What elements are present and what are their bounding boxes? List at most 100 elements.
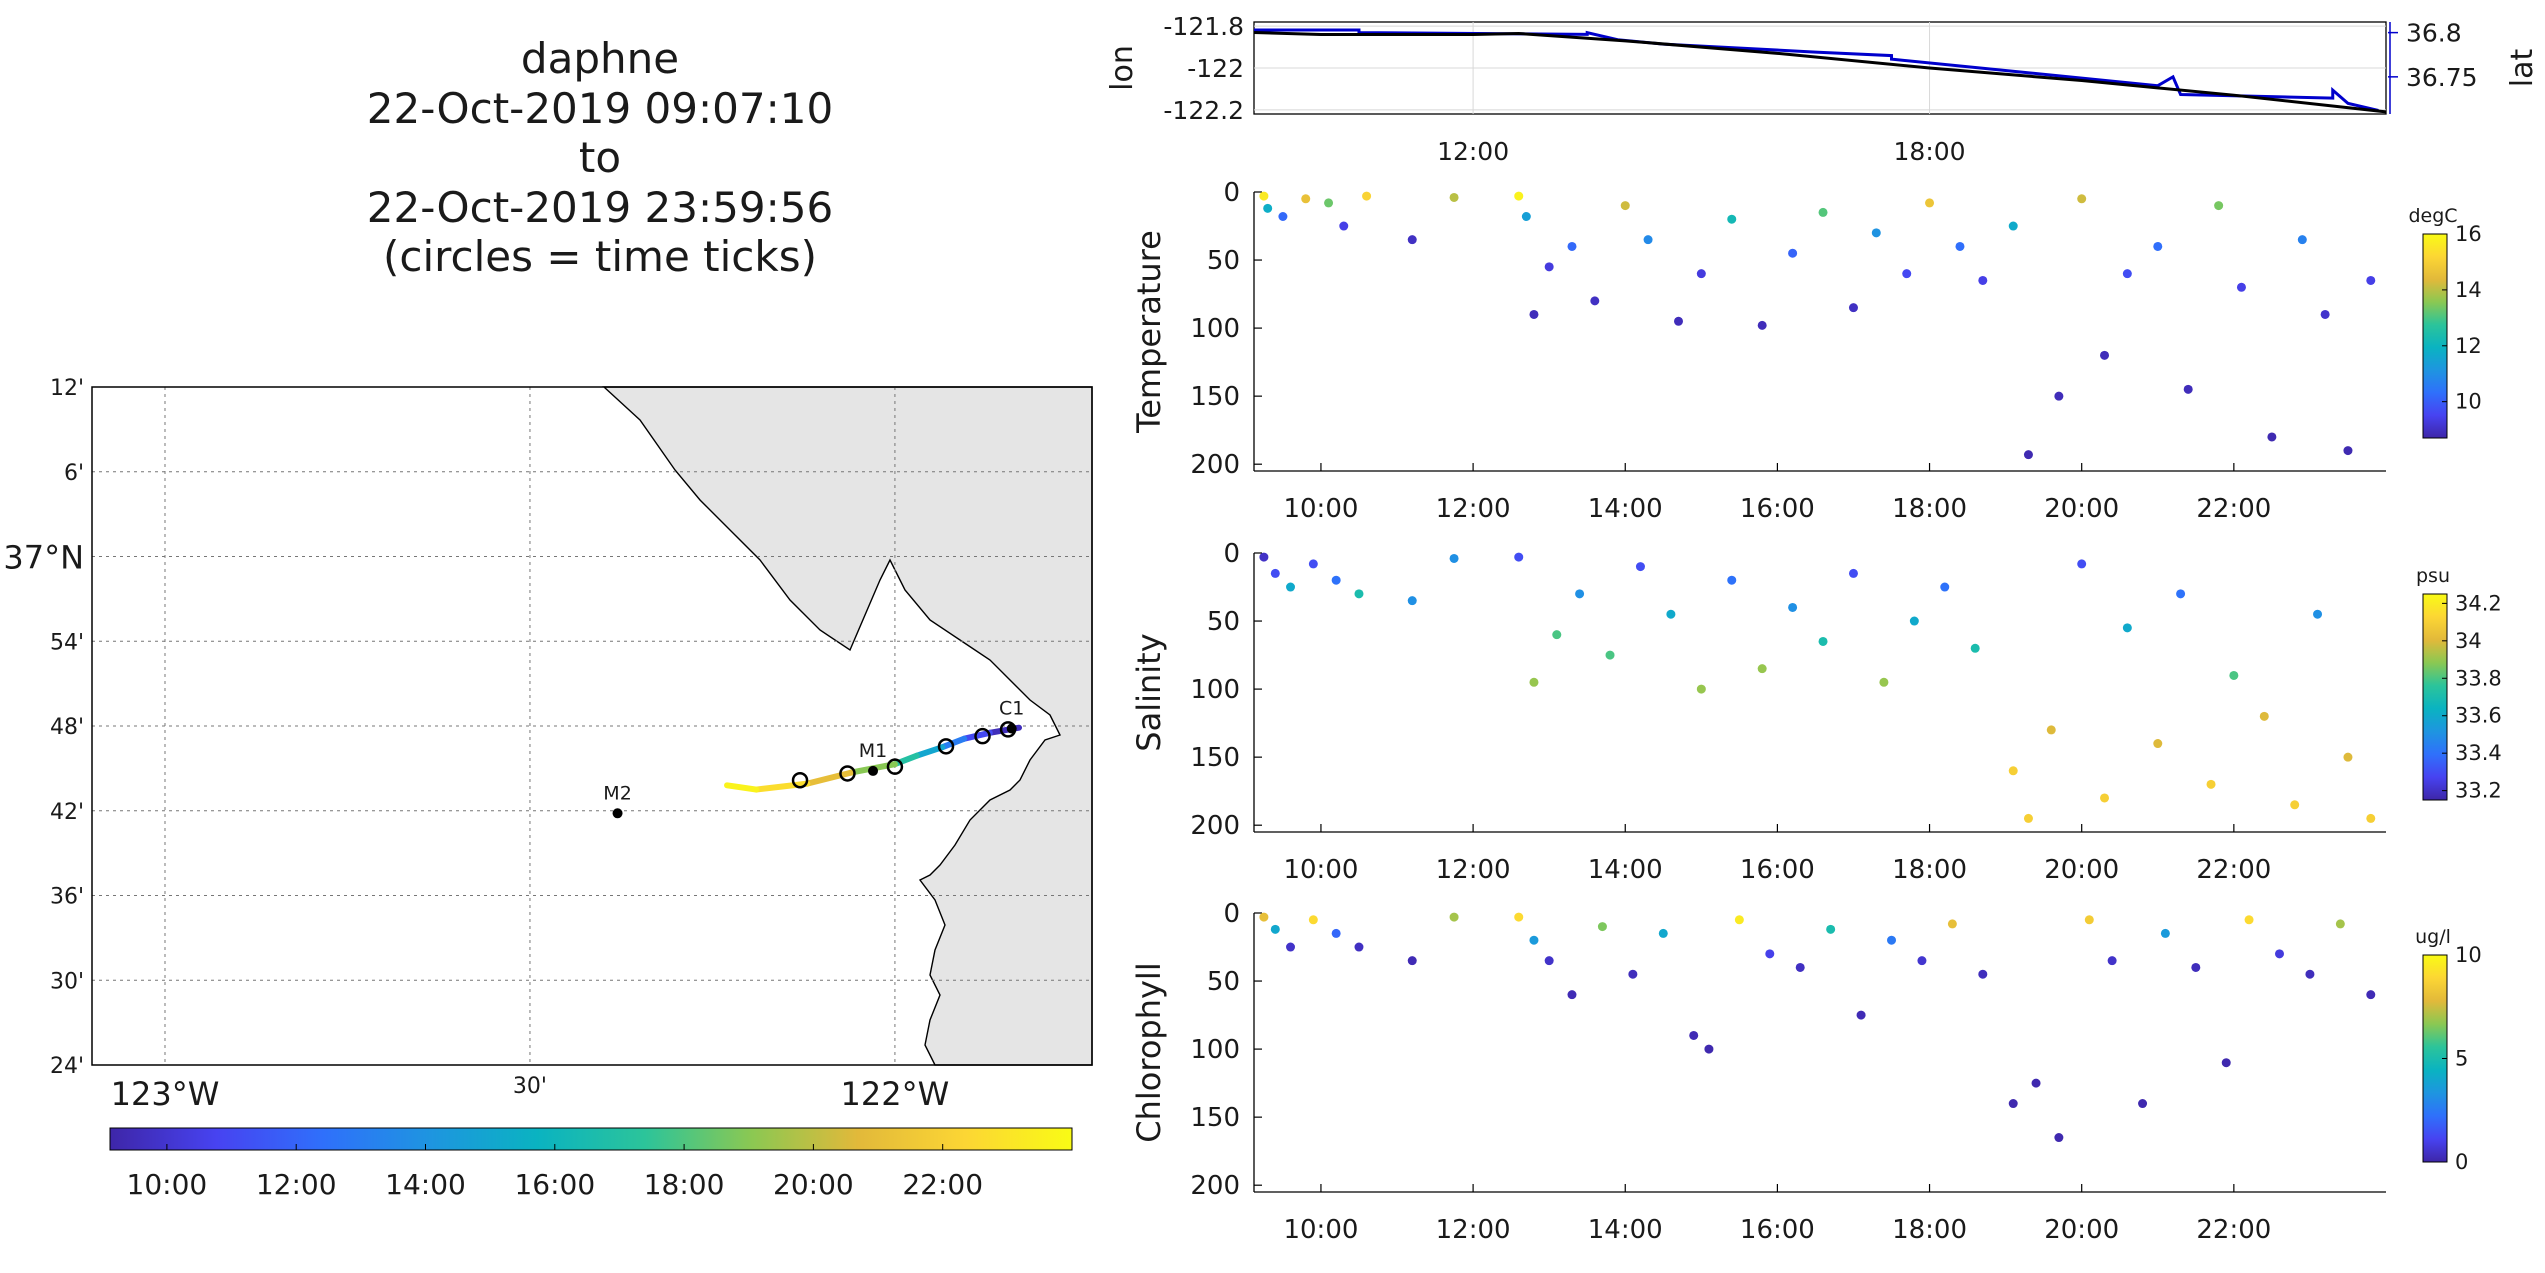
panel-ytick-label: 150 — [1190, 1103, 1240, 1133]
scatter-point — [1658, 928, 1668, 938]
scatter-point — [1879, 677, 1889, 687]
scatter-point — [2100, 350, 2110, 360]
map-plot: 12' 6' 37°N 54' 48' 42' 36' 30' 24' 123°W 30' 122°W… — [3, 376, 1093, 1201]
scatter-point — [2023, 450, 2033, 460]
scatter-point — [1567, 990, 1577, 1000]
scatter-point — [1575, 589, 1585, 599]
panel-xtick-label: 14:00 — [1588, 494, 1663, 524]
time-colorbar-label: 14:00 — [385, 1168, 466, 1201]
scatter-point — [1514, 191, 1524, 201]
panel-colorbar — [2422, 233, 2448, 439]
scatter-point — [1259, 912, 1269, 922]
panel-colorbar-label: 12 — [2455, 334, 2482, 358]
scatter-point — [2305, 969, 2315, 979]
map-ytick-label: 37°N — [3, 539, 84, 577]
panel-background — [1254, 913, 2386, 1192]
scatter-point — [1529, 309, 1539, 319]
scatter-point — [1324, 198, 1334, 208]
panel-xtick-label: 10:00 — [1283, 855, 1358, 885]
scatter-point — [1795, 962, 1805, 972]
track-segment — [804, 769, 855, 787]
time-tick-circle — [937, 738, 955, 755]
panel-xtick-label: 18:00 — [1892, 494, 1967, 524]
lat-axis-label: lat — [2505, 49, 2540, 88]
station-marker — [1006, 723, 1017, 734]
lon-lat-plot: -121.8 -122 -122.2 36.8 36.75 12:00 18:00 lon la… — [1105, 12, 2540, 166]
panel-xtick-label: 18:00 — [1892, 855, 1967, 885]
panel-ytick-label: 200 — [1190, 1171, 1240, 1201]
scatter-point — [1407, 596, 1417, 606]
station-label: M2 — [603, 782, 631, 804]
scatter-point — [2366, 813, 2376, 823]
lon-lat-xtick-label: 12:00 — [1437, 137, 1509, 166]
map-ytick-label: 36' — [50, 885, 84, 910]
scatter-point — [2206, 779, 2216, 789]
map-ytick-label: 30' — [50, 969, 84, 994]
scatter-point — [2008, 221, 2018, 231]
panel-xtick-label: 22:00 — [2196, 1215, 2271, 1245]
map-ytick-label: 12' — [50, 376, 84, 401]
scatter-point — [2077, 194, 2087, 204]
time-colorbar-label: 18:00 — [644, 1168, 725, 1201]
station-marker — [868, 765, 879, 776]
map-xtick-label: 30' — [513, 1074, 547, 1099]
scatter-point — [2366, 275, 2376, 285]
scatter-point — [1955, 241, 1965, 251]
panel-background — [1254, 553, 2386, 832]
title-line-1: daphne — [520, 34, 680, 83]
salinity-plot: 0 50 100 150 200 10:00 12:00 14:00 16:00 18:00 20:… — [1130, 539, 2502, 885]
scatter-point — [1529, 935, 1539, 945]
time-tick-circle — [791, 771, 809, 789]
scatter-point — [1871, 228, 1881, 238]
scatter-point — [2183, 384, 2193, 394]
panel-background — [1254, 192, 2386, 471]
scatter-point — [1788, 602, 1798, 612]
panel-colorbar-label: 5 — [2455, 1047, 2468, 1071]
panel-ytick-label: 50 — [1207, 967, 1240, 997]
scatter-point — [2343, 446, 2353, 456]
map-ytick-label: 6' — [64, 461, 84, 486]
panel-colorbar — [2422, 954, 2448, 1163]
scatter-point — [1263, 203, 1273, 213]
scatter-point — [1940, 582, 1950, 592]
map-ytick-label: 48' — [50, 715, 84, 740]
panel-ytick-label: 150 — [1190, 743, 1240, 773]
scatter-point — [1696, 269, 1706, 279]
scatter-point — [1620, 201, 1630, 211]
scatter-point — [1278, 211, 1288, 221]
scatter-point — [1887, 935, 1897, 945]
scatter-point — [1308, 915, 1318, 925]
scatter-point — [1590, 296, 1600, 306]
panel-xtick-label: 20:00 — [2044, 1215, 2119, 1245]
panel-colorbar-label: 33.4 — [2455, 741, 2502, 765]
panel-colorbar-label: 34.2 — [2455, 591, 2502, 615]
scatter-point — [2259, 711, 2269, 721]
panel-xtick-label: 10:00 — [1283, 1215, 1358, 1245]
track-segment — [753, 780, 811, 793]
panel-colorbar-label: 10 — [2455, 943, 2482, 967]
scatter-point — [1544, 262, 1554, 272]
scatter-point — [1331, 575, 1341, 585]
scatter-point — [1354, 942, 1364, 952]
panel-colorbar-label: 33.8 — [2455, 666, 2502, 690]
scatter-point — [1909, 616, 1919, 626]
scatter-point — [1970, 643, 1980, 653]
time-colorbar-label: 16:00 — [514, 1168, 595, 1201]
scatter-point — [2229, 670, 2239, 680]
scatter-point — [1544, 956, 1554, 966]
scatter-point — [1788, 248, 1798, 258]
scatter-point — [1674, 316, 1683, 326]
scatter-point — [1552, 630, 1562, 640]
map-frame — [91, 386, 1093, 1066]
map-xtick-label: 122°W — [841, 1075, 950, 1113]
scatter-point — [2320, 309, 2330, 319]
panel-colorbar-label: 33.2 — [2455, 779, 2502, 803]
scatter-point — [2153, 739, 2163, 749]
scatter-point — [2290, 800, 2300, 810]
panel-ytick-label: 100 — [1190, 1035, 1240, 1065]
title-line-4: 22-Oct-2019 23:59:56 — [366, 182, 834, 232]
scatter-point — [1978, 275, 1988, 285]
scatter-point — [2335, 919, 2345, 929]
time-colorbar-label: 20:00 — [773, 1168, 854, 1201]
